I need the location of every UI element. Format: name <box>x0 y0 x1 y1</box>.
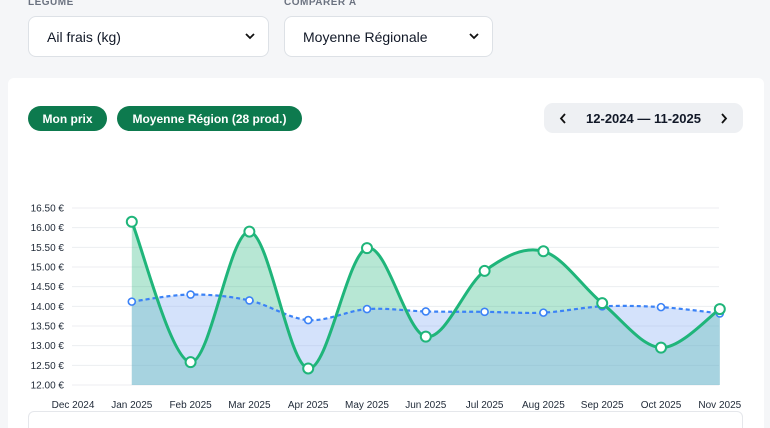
y-tick-label: 12.00 € <box>31 381 65 392</box>
my-price-point <box>184 356 197 369</box>
price-line-chart: 12.00 € 12.50 € 13.00 € 13.50 € 14.00 € 14.50… <box>31 204 742 412</box>
y-tick-label: 13.00 € <box>31 341 65 352</box>
region-average-point <box>362 304 372 314</box>
x-tick-label: Mar 2025 <box>228 400 271 411</box>
legend-my-price[interactable]: Mon prix <box>28 106 107 131</box>
region-average-point <box>480 307 489 317</box>
x-tick-label: May 2025 <box>345 400 389 411</box>
x-tick-label: Apr 2025 <box>288 400 329 411</box>
my-price-point <box>125 215 138 228</box>
my-price-area <box>131 221 720 385</box>
region-average-point <box>303 315 313 325</box>
y-tick-label: 14.00 € <box>31 302 65 313</box>
y-tick-label: 16.50 € <box>31 204 65 215</box>
x-tick-label: Aug 2025 <box>522 400 565 411</box>
x-tick-label: Sep 2025 <box>581 400 624 411</box>
x-tick-label: Nov 2025 <box>698 400 741 411</box>
x-tick-label: Jun 2025 <box>405 400 447 411</box>
x-tick-label: Jan 2025 <box>111 400 153 411</box>
details-box <box>28 411 743 428</box>
region-average-point <box>421 307 431 316</box>
y-tick-label: 16.00 € <box>31 223 65 234</box>
legend-region-average[interactable]: Moyenne Région (28 prod.) <box>117 106 302 131</box>
compare-select[interactable]: Moyenne Régionale <box>284 16 493 57</box>
chevron-left-icon[interactable] <box>552 107 574 129</box>
vegetable-select-value: Ail frais (kg) <box>47 28 121 45</box>
my-price-point <box>243 225 256 238</box>
chevron-right-icon[interactable] <box>713 107 735 129</box>
x-tick-label: Jul 2025 <box>466 400 504 411</box>
my-price-point <box>596 297 609 310</box>
date-range-label: 12-2024 — 11-2025 <box>586 110 701 126</box>
my-price-point <box>655 341 667 354</box>
my-price-point <box>537 245 550 258</box>
x-tick-label: Feb 2025 <box>169 400 212 411</box>
region-average-point <box>186 290 195 299</box>
y-tick-label: 15.50 € <box>31 243 65 254</box>
region-average-point <box>656 302 666 312</box>
y-tick-label: 12.50 € <box>31 361 65 372</box>
my-price-point <box>713 303 726 316</box>
x-tick-label: Dec 2024 <box>52 400 95 411</box>
filters-bar: LÉGUME Ail frais (kg) COMPARER À Moyenne… <box>0 0 770 78</box>
region-average-point <box>127 297 137 306</box>
my-price-point <box>361 242 373 255</box>
chart-panel <box>8 78 764 428</box>
compare-label: COMPARER À <box>284 0 357 8</box>
y-tick-label: 15.00 € <box>31 263 65 274</box>
my-price-point <box>302 362 315 375</box>
my-price-point <box>419 330 432 343</box>
chevron-down-icon <box>468 31 480 43</box>
region-average-line <box>131 293 720 322</box>
region-average-point <box>245 296 254 305</box>
y-tick-label: 13.50 € <box>31 322 65 333</box>
my-price-point <box>478 264 491 277</box>
y-tick-label: 14.50 € <box>31 282 65 293</box>
region-average-point <box>539 308 548 317</box>
vegetable-select[interactable]: Ail frais (kg) <box>28 16 269 57</box>
x-tick-label: Oct 2025 <box>641 400 682 411</box>
chevron-down-icon <box>244 31 256 43</box>
vegetable-label: LÉGUME <box>28 0 74 8</box>
compare-select-value: Moyenne Régionale <box>303 28 428 45</box>
date-range-navigator: 12-2024 — 11-2025 <box>544 103 743 133</box>
